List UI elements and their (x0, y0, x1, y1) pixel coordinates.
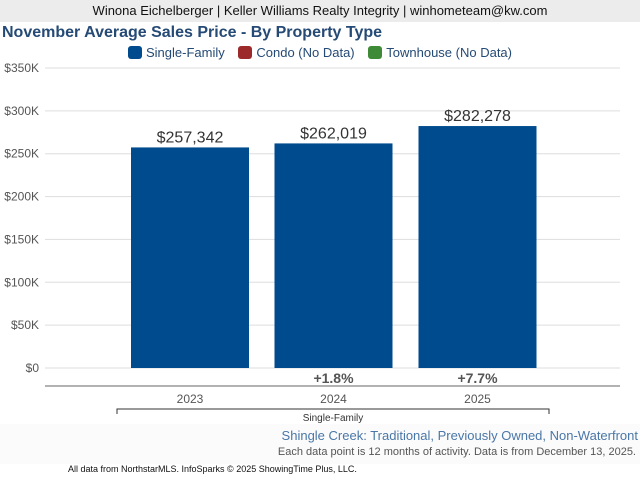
y-tick-label: $300K (4, 104, 39, 118)
legend-townhouse[interactable]: Townhouse (No Data) (368, 45, 512, 60)
agent-header: Winona Eichelberger | Keller Williams Re… (0, 0, 640, 22)
x-tick-label: 2025 (464, 392, 491, 406)
footer-band (0, 424, 640, 464)
bar-2023[interactable] (131, 147, 249, 368)
bar-2024[interactable] (274, 143, 393, 368)
data-note: Each data point is 12 months of activity… (277, 446, 636, 458)
change-label: +7.7% (457, 370, 498, 386)
y-tick-label: $250K (4, 147, 39, 161)
credit: All data from NorthstarMLS. InfoSparks ©… (68, 464, 357, 474)
legend-label: Single-Family (145, 45, 225, 60)
chart-subtitle: Shingle Creek: Traditional, Previously O… (281, 428, 638, 443)
x-tick-label: 2024 (320, 392, 347, 406)
chart-title: November Average Sales Price - By Proper… (2, 24, 383, 41)
y-tick-label: $350K (4, 61, 39, 75)
legend-label: Townhouse (No Data) (386, 45, 512, 60)
y-tick-label: $50K (11, 318, 39, 332)
legend-single-family[interactable]: Single-Family (127, 45, 225, 60)
bar-value-label: $257,342 (157, 129, 224, 146)
legend: Single-Family Condo (No Data) Townhouse … (0, 45, 640, 60)
group-bracket (116, 408, 550, 414)
bar-value-label: $282,278 (444, 108, 511, 125)
y-tick-label: $100K (4, 275, 39, 289)
legend-swatch (238, 46, 253, 59)
x-tick-label: 2023 (177, 392, 204, 406)
group-label: Single-Family (303, 413, 364, 424)
y-tick-label: $200K (4, 190, 39, 204)
bar-2025[interactable] (418, 126, 537, 369)
legend-swatch (368, 46, 383, 59)
y-tick-label: $150K (4, 232, 39, 246)
y-tick-label: $0 (26, 361, 40, 375)
bar-value-label: $262,019 (300, 125, 367, 142)
legend-label: Condo (No Data) (256, 45, 355, 60)
change-label: +1.8% (313, 370, 354, 386)
legend-condo[interactable]: Condo (No Data) (238, 45, 355, 60)
legend-swatch (127, 46, 142, 59)
